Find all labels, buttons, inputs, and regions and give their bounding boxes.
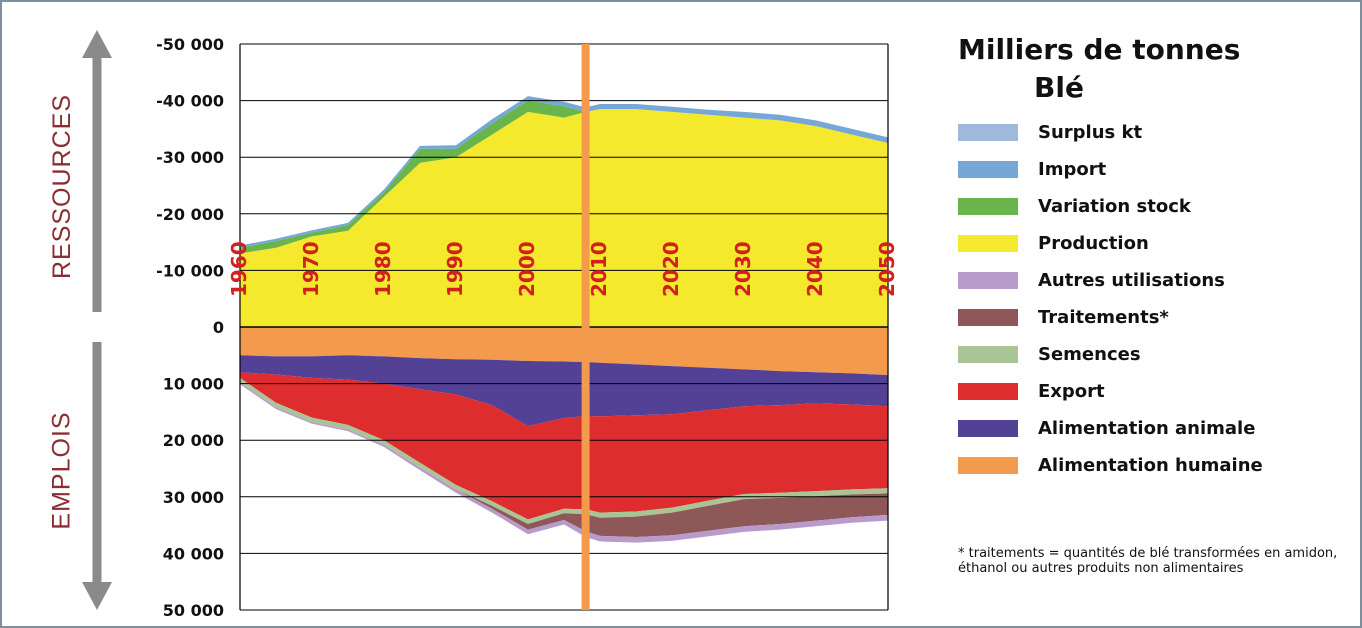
legend-item: Production	[958, 225, 1358, 262]
y-tick-label: -40 000	[156, 92, 224, 111]
x-tick-labels: 1960 1970 1980 1990 2000 2010 2020 2030 2040 2050	[227, 241, 899, 297]
legend-item: Traitements*	[958, 299, 1358, 336]
legend-items: Surplus kt Import Variation stock Productio…	[958, 114, 1358, 484]
resources-axis-label: RESSOURCES	[47, 93, 76, 279]
series-import	[240, 96, 888, 248]
legend-swatch	[958, 309, 1018, 326]
y-tick-labels: -50 000 -40 000 -30 000 -20 000 -10 000 0 10 0…	[156, 35, 224, 620]
series-alimentation-animale	[240, 355, 888, 427]
series-export	[240, 372, 888, 520]
y-tick-label: 30 000	[163, 488, 224, 507]
legend-item: Export	[958, 373, 1358, 410]
legend-swatch	[958, 235, 1018, 252]
legend-swatch	[958, 346, 1018, 363]
x-tick-label: 2050	[875, 241, 899, 297]
x-tick-label: 2020	[659, 241, 683, 297]
x-tick-label: 1960	[227, 241, 251, 297]
legend-label: Variation stock	[1038, 196, 1191, 217]
x-tick-label: 1990	[443, 241, 467, 297]
legend-item: Surplus kt	[958, 114, 1358, 151]
y-tick-label: -30 000	[156, 148, 224, 167]
y-tick-label: 40 000	[163, 544, 224, 563]
x-tick-label: 1980	[371, 241, 395, 297]
legend-swatch	[958, 457, 1018, 474]
series-variation-stock	[240, 100, 888, 254]
legend-item: Alimentation humaine	[958, 447, 1358, 484]
gridlines	[239, 43, 889, 611]
legend: Milliers de tonnes Blé Surplus kt Import V…	[958, 30, 1358, 484]
legend-label: Import	[1038, 159, 1107, 180]
direction-arrows	[82, 30, 112, 610]
legend-swatch	[958, 272, 1018, 289]
y-tick-label: -20 000	[156, 205, 224, 224]
legend-label: Semences	[1038, 344, 1141, 365]
legend-swatch	[958, 198, 1018, 215]
legend-item: Alimentation animale	[958, 410, 1358, 447]
up-arrow-head	[82, 30, 112, 58]
legend-label: Traitements*	[1038, 307, 1169, 328]
legend-item: Import	[958, 151, 1358, 188]
legend-label: Export	[1038, 381, 1105, 402]
y-tick-label: -10 000	[156, 261, 224, 280]
y-tick-label: -50 000	[156, 35, 224, 54]
x-tick-label: 2030	[731, 241, 755, 297]
y-tick-label: 10 000	[163, 375, 224, 394]
legend-item: Semences	[958, 336, 1358, 373]
x-tick-label: 1970	[299, 241, 323, 297]
chart-title: Milliers de tonnes	[958, 33, 1241, 66]
legend-swatch	[958, 420, 1018, 437]
marker-bar	[581, 44, 590, 610]
legend-swatch	[958, 124, 1018, 141]
x-tick-label: 2010	[587, 241, 611, 297]
y-tick-label: 50 000	[163, 601, 224, 620]
x-tick-label: 2040	[803, 241, 827, 297]
legend-label: Autres utilisations	[1038, 270, 1225, 291]
legend-label: Alimentation humaine	[1038, 455, 1263, 476]
legend-label: Surplus kt	[1038, 122, 1143, 143]
legend-item: Variation stock	[958, 188, 1358, 225]
legend-label: Alimentation animale	[1038, 418, 1256, 439]
uses-axis-label: EMPLOIS	[47, 410, 76, 530]
series-production	[240, 109, 888, 327]
series-alimentation-humaine	[240, 327, 888, 376]
y-tick-label: 0	[213, 318, 224, 337]
x-tick-label: 2000	[515, 241, 539, 297]
chart-subtitle: Blé	[1034, 71, 1084, 104]
legend-swatch	[958, 161, 1018, 178]
legend-item: Autres utilisations	[958, 262, 1358, 299]
year-marker	[581, 44, 590, 610]
stacked-areas	[240, 96, 888, 543]
legend-label: Production	[1038, 233, 1149, 254]
y-tick-label: 20 000	[163, 431, 224, 450]
down-arrow-head	[82, 582, 112, 610]
legend-swatch	[958, 383, 1018, 400]
footnote: * traitements = quantités de blé transfo…	[958, 546, 1338, 576]
